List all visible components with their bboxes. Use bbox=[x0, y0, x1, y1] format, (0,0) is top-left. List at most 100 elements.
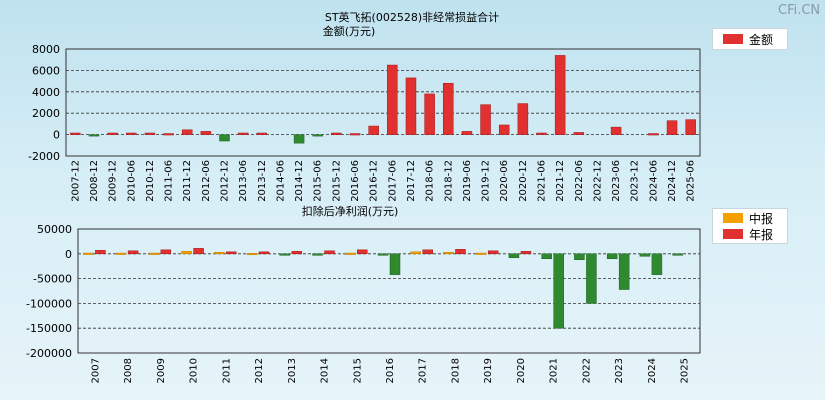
chart1-x-tick-label: 2022-06 bbox=[574, 160, 585, 202]
chart1-bar bbox=[163, 133, 174, 136]
chart1-x-tick-label: 2013-06 bbox=[238, 160, 249, 202]
chart1-bar bbox=[443, 82, 454, 135]
chart2-bar-annual bbox=[553, 253, 564, 329]
chart1-bar bbox=[461, 131, 473, 135]
chart1-legend: 金额 bbox=[712, 28, 788, 50]
chart2-x-tick-label: 2018 bbox=[450, 358, 461, 383]
chart1-bar bbox=[666, 120, 678, 135]
chart2-bar-annual bbox=[324, 250, 335, 255]
chart1-bar bbox=[387, 64, 398, 135]
chart2-bar-interim bbox=[508, 253, 520, 259]
chart1-plot-border bbox=[65, 48, 701, 157]
chart2-x-tick-label: 2007 bbox=[90, 358, 101, 383]
chart1-bar bbox=[219, 134, 230, 142]
chart2-bar-interim bbox=[410, 251, 421, 255]
chart2-y-tick-label: 50000 bbox=[37, 223, 72, 236]
chart2-bar-annual bbox=[160, 249, 172, 255]
chart1-bar bbox=[517, 103, 529, 135]
chart1-bar bbox=[573, 132, 585, 135]
chart1-bar bbox=[424, 93, 435, 135]
chart1-x-tick-label: 2007-12 bbox=[70, 160, 81, 202]
chart1-y-tick-label: -2000 bbox=[28, 150, 60, 163]
chart2-x-tick-label: 2008 bbox=[123, 358, 134, 383]
legend-label-amount: 金额 bbox=[749, 33, 774, 47]
chart2-y-ticks: -200000 -150000 -100000 -50000 0 50000 bbox=[26, 223, 72, 360]
chart1-bar bbox=[536, 132, 547, 135]
chart2-x-tick-label: 2012 bbox=[254, 358, 265, 383]
chart2-bar-annual bbox=[357, 249, 368, 255]
chart2-bar-interim bbox=[345, 252, 356, 255]
chart1-bar bbox=[312, 134, 323, 137]
chart2-bar-annual bbox=[455, 249, 466, 255]
chart1-y-tick-label: 6000 bbox=[32, 64, 60, 77]
chart2-bar-interim bbox=[148, 252, 160, 255]
chart1-bar bbox=[237, 132, 249, 135]
chart1-x-tick-label: 2015-12 bbox=[331, 160, 342, 202]
chart2-bar-annual bbox=[389, 253, 401, 275]
chart2-x-tick-label: 2019 bbox=[483, 358, 494, 383]
chart2-x-tick-label: 2017 bbox=[418, 358, 429, 383]
chart2-bar-annual bbox=[95, 250, 106, 255]
chart2-bar-annual bbox=[651, 253, 663, 275]
chart2-x-tick-label: 2025 bbox=[680, 358, 691, 383]
chart2-title: 扣除后净利润(万元) bbox=[302, 204, 399, 218]
chart2-x-tick-label: 2014 bbox=[320, 358, 331, 383]
chart1-x-tick-label: 2016-06 bbox=[350, 160, 361, 202]
chart1-x-tick-label: 2015-06 bbox=[313, 160, 324, 202]
chart1-x-tick-label: 2017-06 bbox=[387, 160, 398, 202]
chart1-x-tick-label: 2008-12 bbox=[89, 160, 100, 202]
chart1-x-tick-label: 2022-12 bbox=[592, 160, 603, 202]
chart1-bar bbox=[144, 132, 156, 135]
chart2-bar-interim bbox=[312, 253, 323, 256]
chart2-bar-interim bbox=[541, 253, 552, 260]
chart2-plot-border bbox=[77, 228, 701, 354]
chart2-x-tick-label: 2010 bbox=[189, 358, 200, 383]
chart2-bar-annual bbox=[226, 251, 237, 255]
chart1-x-tick-label: 2014-12 bbox=[294, 160, 305, 202]
chart1-x-tick-label: 2011-12 bbox=[182, 160, 193, 202]
chart2-bar-annual bbox=[586, 253, 597, 304]
chart1-bars bbox=[70, 55, 696, 144]
chart1-x-ticks: 2007-12 2008-12 2009-12 2010-06 2010-12 2011-… bbox=[70, 160, 696, 202]
chart1-bar bbox=[107, 132, 118, 135]
chart1-x-tick-label: 2016-12 bbox=[369, 160, 380, 202]
chart1-bar bbox=[685, 119, 696, 135]
chart2-bar-interim bbox=[246, 253, 258, 256]
chart1-bar bbox=[331, 132, 342, 135]
chart1-y-tick-label: 8000 bbox=[32, 43, 60, 56]
chart2-x-tick-label: 2016 bbox=[385, 358, 396, 383]
chart1-x-tick-label: 2019-12 bbox=[481, 160, 492, 202]
chart1-subtitle: 金额(万元) bbox=[323, 24, 376, 38]
legend-label-annual: 年报 bbox=[749, 228, 774, 242]
chart2-gridlines bbox=[78, 253, 700, 329]
chart1-bar bbox=[610, 126, 622, 135]
chart2-y-tick-label: -200000 bbox=[26, 347, 72, 360]
chart1-x-tick-label: 2023-06 bbox=[611, 160, 622, 202]
chart1-bar bbox=[70, 132, 81, 135]
chart1-x-tick-label: 2014-06 bbox=[275, 160, 286, 202]
chart2-bar-interim bbox=[606, 253, 618, 260]
legend-swatch-annual bbox=[723, 229, 743, 239]
chart1-bar bbox=[480, 104, 491, 135]
chart2-x-ticks: 2007 2008 2009 2010 2011 2012 2013 2014 2015 2016… bbox=[90, 358, 690, 383]
chart2-bar-annual bbox=[520, 251, 532, 255]
chart1-bar bbox=[498, 124, 510, 135]
chart2-legend: 中报 年报 bbox=[712, 208, 788, 244]
chart1-x-tick-label: 2021-06 bbox=[537, 160, 548, 202]
chart2-bar-interim bbox=[279, 253, 291, 256]
chart1-x-tick-label: 2013-12 bbox=[257, 160, 268, 202]
chart1-x-tick-label: 2017-12 bbox=[406, 160, 417, 202]
chart1-title: ST英飞拓(002528)非经常损益合计 bbox=[325, 10, 499, 24]
chart2-y-tick-label: -50000 bbox=[33, 273, 72, 286]
chart2-x-tick-label: 2023 bbox=[614, 358, 625, 383]
chart2-bar-interim bbox=[377, 253, 389, 256]
legend-label-interim: 中报 bbox=[749, 212, 774, 226]
chart1-x-tick-label: 2020-12 bbox=[518, 160, 529, 202]
chart2-bars bbox=[83, 248, 683, 329]
watermark: CFi.CN bbox=[778, 3, 820, 18]
chart1-bar bbox=[126, 132, 137, 135]
chart2-x-tick-label: 2024 bbox=[647, 358, 658, 383]
chart1-x-tick-label: 2012-12 bbox=[220, 160, 231, 202]
chart1-x-tick-label: 2020-06 bbox=[499, 160, 510, 202]
